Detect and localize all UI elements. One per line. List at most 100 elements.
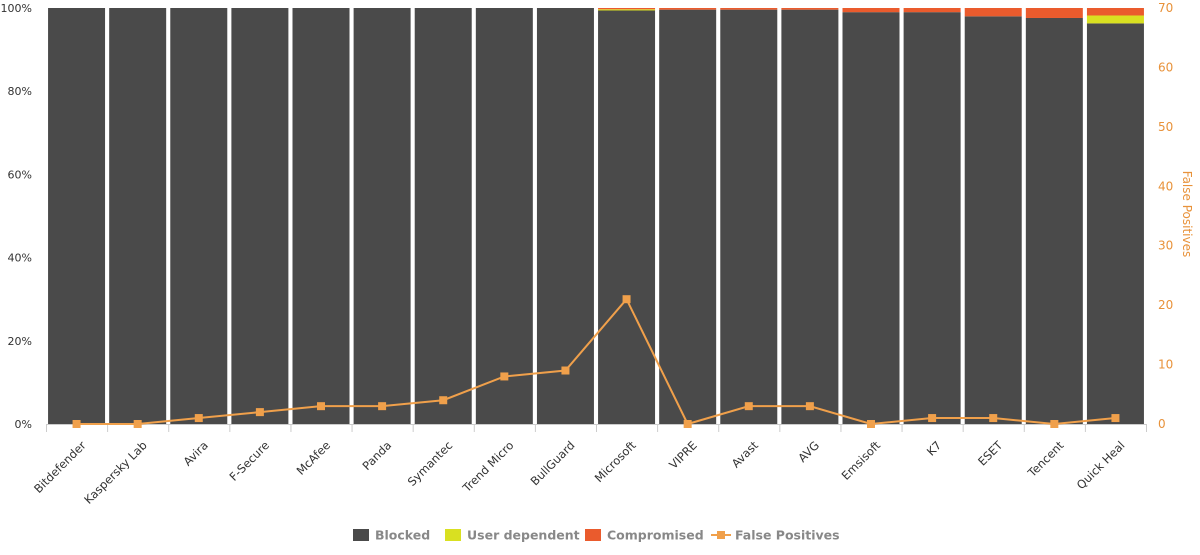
x-tick-label-f-secure: F-Secure <box>227 438 272 483</box>
legend-label-blocked: Blocked <box>375 528 430 543</box>
x-tick-label-avast: Avast <box>729 438 762 471</box>
bar-blocked-k7[interactable] <box>903 12 961 424</box>
false-positives-marker-f-secure[interactable] <box>255 408 264 417</box>
legend-item-false-positives[interactable]: False Positives <box>711 528 840 543</box>
bar-blocked-f-secure[interactable] <box>231 8 289 424</box>
bar-blocked-microsoft[interactable] <box>598 10 656 424</box>
false-positives-marker-emsisoft[interactable] <box>867 420 875 428</box>
bar-compromised-avast[interactable] <box>720 8 778 10</box>
bar-blocked-avg[interactable] <box>781 9 839 424</box>
bar-compromised-k7[interactable] <box>903 8 961 13</box>
x-tick-label-symantec: Symantec <box>405 438 456 489</box>
legend-item-user-dependent[interactable]: User dependent <box>445 528 580 543</box>
bar-blocked-kaspersky-lab[interactable] <box>109 8 167 424</box>
bar-compromised-vipre[interactable] <box>659 8 717 10</box>
y-right-tick-label: 10 <box>1158 358 1173 372</box>
legend-swatch-marker-false-positives <box>717 531 725 539</box>
bar-compromised-tencent[interactable] <box>1025 8 1083 18</box>
y-right-tick-label: 30 <box>1158 239 1173 253</box>
false-positives-marker-avira[interactable] <box>194 414 203 423</box>
false-positives-marker-panda[interactable] <box>378 402 387 411</box>
legend-swatch-blocked <box>353 529 369 541</box>
axes-group: 0% 20% 40% 60% 80% 100% 0 10 20 30 40 50 60 70 False P… <box>1 1 1194 432</box>
false-positives-marker-kaspersky-lab[interactable] <box>133 420 142 428</box>
bar-blocked-panda[interactable] <box>353 8 411 424</box>
y-right-tick-label: 50 <box>1158 120 1173 134</box>
false-positives-marker-eset[interactable] <box>989 414 998 423</box>
false-positives-marker-symantec[interactable] <box>439 396 448 405</box>
bar-blocked-trend-micro[interactable] <box>475 8 533 424</box>
false-positives-marker-bitdefender[interactable] <box>72 420 81 428</box>
bar-compromised-emsisoft[interactable] <box>842 8 900 13</box>
legend-item-compromised[interactable]: Compromised <box>585 528 704 543</box>
bar-compromised-microsoft[interactable] <box>598 8 656 10</box>
bar-blocked-bitdefender[interactable] <box>48 8 106 424</box>
x-tick-label-panda: Panda <box>360 438 395 473</box>
x-tick-label-avira: Avira <box>181 438 211 468</box>
bar-blocked-emsisoft[interactable] <box>842 12 900 424</box>
y-left-tick-label: 20% <box>8 335 32 348</box>
x-tick-label-mcafee: McAfee <box>294 438 334 478</box>
bar-user-dependent-microsoft[interactable] <box>598 9 656 11</box>
y-left-tick-label: 60% <box>8 168 32 181</box>
legend[interactable]: Blocked User dependent Compromised False Po… <box>353 528 840 543</box>
legend-item-blocked[interactable]: Blocked <box>353 528 430 543</box>
x-tick-label-bullguard: BullGuard <box>528 438 578 488</box>
false-positives-marker-avast[interactable] <box>744 402 753 411</box>
false-positives-marker-avg[interactable] <box>805 402 814 411</box>
y-right-tick-label: 60 <box>1158 60 1173 74</box>
bar-blocked-bullguard[interactable] <box>536 8 594 424</box>
bar-user-dependent-quick-heal[interactable] <box>1086 15 1144 24</box>
legend-swatch-user-dependent <box>445 529 461 541</box>
legend-label-compromised: Compromised <box>607 528 704 543</box>
x-tick-label-microsoft: Microsoft <box>592 438 639 485</box>
y-right-tick-label: 20 <box>1158 298 1173 312</box>
y-left-tick-label: 80% <box>8 85 32 98</box>
false-positives-marker-vipre[interactable] <box>683 420 692 428</box>
x-tick-label-bitdefender: Bitdefender <box>31 438 89 496</box>
legend-label-user-dependent: User dependent <box>467 528 580 543</box>
false-positives-marker-k7[interactable] <box>928 414 937 423</box>
bar-compromised-avg[interactable] <box>781 8 839 10</box>
y-left-tick-label: 0% <box>15 418 32 431</box>
bar-compromised-eset[interactable] <box>964 8 1022 17</box>
x-tick-label-k7: K7 <box>924 438 944 458</box>
y-right-tick-label: 40 <box>1158 179 1173 193</box>
x-tick-label-trend-micro: Trend Micro <box>459 438 516 495</box>
false-positives-marker-tencent[interactable] <box>1050 420 1059 428</box>
false-positives-marker-bullguard[interactable] <box>561 366 570 375</box>
x-tick-label-vipre: VIPRE <box>666 438 700 472</box>
legend-label-false-positives: False Positives <box>735 528 840 543</box>
y-right-tick-label: 70 <box>1158 1 1173 15</box>
false-positives-marker-mcafee[interactable] <box>317 402 325 411</box>
bar-blocked-eset[interactable] <box>964 16 1022 424</box>
x-tick-label-tencent: Tencent <box>1024 438 1067 481</box>
bar-blocked-avast[interactable] <box>720 9 778 424</box>
y-right-axis-title: False Positives <box>1180 171 1194 257</box>
x-tick-label-avg: AVG <box>795 438 822 465</box>
x-tick-label-quick-heal: Quick Heal <box>1074 438 1128 492</box>
false-positives-marker-microsoft[interactable] <box>622 295 631 304</box>
bar-blocked-tencent[interactable] <box>1025 17 1083 424</box>
false-positives-line-group <box>72 295 1120 428</box>
bar-blocked-vipre[interactable] <box>659 9 717 424</box>
y-right-tick-label: 0 <box>1158 417 1166 431</box>
bar-compromised-quick-heal[interactable] <box>1086 8 1144 16</box>
legend-swatch-compromised <box>585 529 601 541</box>
x-tick-label-eset: ESET <box>975 438 1006 469</box>
false-positives-line <box>76 297 1116 426</box>
bar-blocked-avira[interactable] <box>170 8 228 424</box>
y-left-tick-label: 40% <box>8 252 32 265</box>
x-tick-label-emsisoft: Emsisoft <box>839 438 884 483</box>
bar-blocked-quick-heal[interactable] <box>1086 23 1144 425</box>
false-positives-marker-quick-heal[interactable] <box>1111 414 1120 423</box>
x-tick-label-kaspersky-lab: Kaspersky Lab <box>81 438 150 507</box>
y-left-tick-label: 100% <box>1 2 32 15</box>
bar-blocked-mcafee[interactable] <box>292 8 350 424</box>
false-positives-marker-trend-micro[interactable] <box>500 372 509 381</box>
bar-blocked-symantec[interactable] <box>414 8 472 424</box>
bars-group <box>48 8 1144 425</box>
